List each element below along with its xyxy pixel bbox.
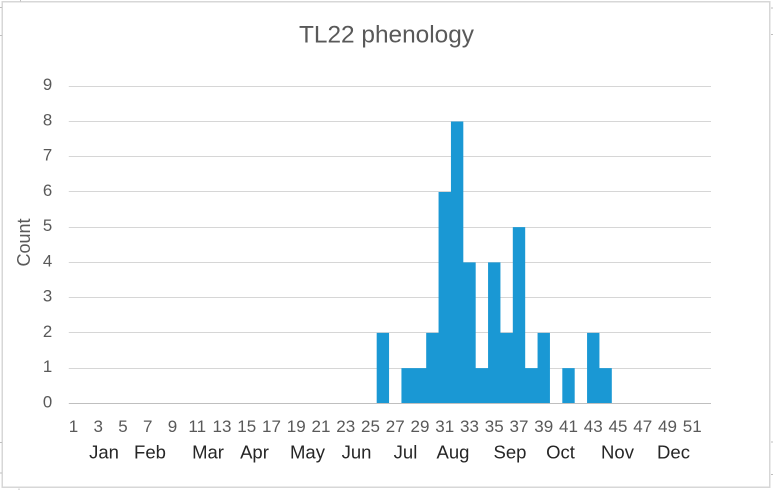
svg-text:11: 11 [188,417,206,436]
svg-text:0: 0 [43,392,52,411]
svg-text:29: 29 [411,417,430,436]
svg-text:39: 39 [534,417,553,436]
svg-text:23: 23 [336,417,355,436]
svg-text:37: 37 [510,417,529,436]
svg-text:9: 9 [43,75,52,94]
svg-text:Mar: Mar [192,441,224,462]
svg-text:4: 4 [43,251,52,270]
svg-text:15: 15 [237,417,256,436]
svg-text:TL22 phenology: TL22 phenology [299,21,475,48]
svg-text:3: 3 [43,287,52,306]
svg-text:Dec: Dec [657,441,690,462]
svg-text:35: 35 [485,417,504,436]
svg-text:Count: Count [14,218,34,266]
svg-text:33: 33 [460,417,479,436]
svg-text:3: 3 [94,417,103,436]
svg-text:Apr: Apr [240,441,269,462]
svg-text:25: 25 [361,417,380,436]
svg-text:9: 9 [168,417,177,436]
svg-text:Nov: Nov [601,441,635,462]
svg-text:7: 7 [43,146,52,165]
svg-text:Aug: Aug [437,441,470,462]
svg-text:45: 45 [609,417,628,436]
svg-text:43: 43 [584,417,603,436]
svg-text:13: 13 [213,417,232,436]
svg-text:19: 19 [287,417,306,436]
svg-text:21: 21 [312,417,331,436]
svg-text:Jan: Jan [89,441,119,462]
svg-text:41: 41 [559,417,578,436]
svg-text:1: 1 [69,417,78,436]
svg-text:7: 7 [143,417,152,436]
svg-text:5: 5 [118,417,127,436]
svg-text:51: 51 [683,417,702,436]
svg-text:Oct: Oct [546,441,575,462]
svg-text:31: 31 [435,417,454,436]
svg-text:1: 1 [43,357,52,376]
svg-text:6: 6 [43,181,52,200]
svg-text:49: 49 [658,417,677,436]
svg-text:Jun: Jun [342,441,372,462]
svg-text:27: 27 [386,417,405,436]
svg-text:47: 47 [633,417,652,436]
svg-text:May: May [290,441,326,462]
svg-text:Jul: Jul [394,441,418,462]
svg-text:Sep: Sep [494,441,527,462]
svg-text:17: 17 [262,417,281,436]
svg-text:8: 8 [43,110,52,129]
svg-text:Feb: Feb [134,441,166,462]
svg-text:2: 2 [43,322,52,341]
svg-text:5: 5 [43,216,52,235]
